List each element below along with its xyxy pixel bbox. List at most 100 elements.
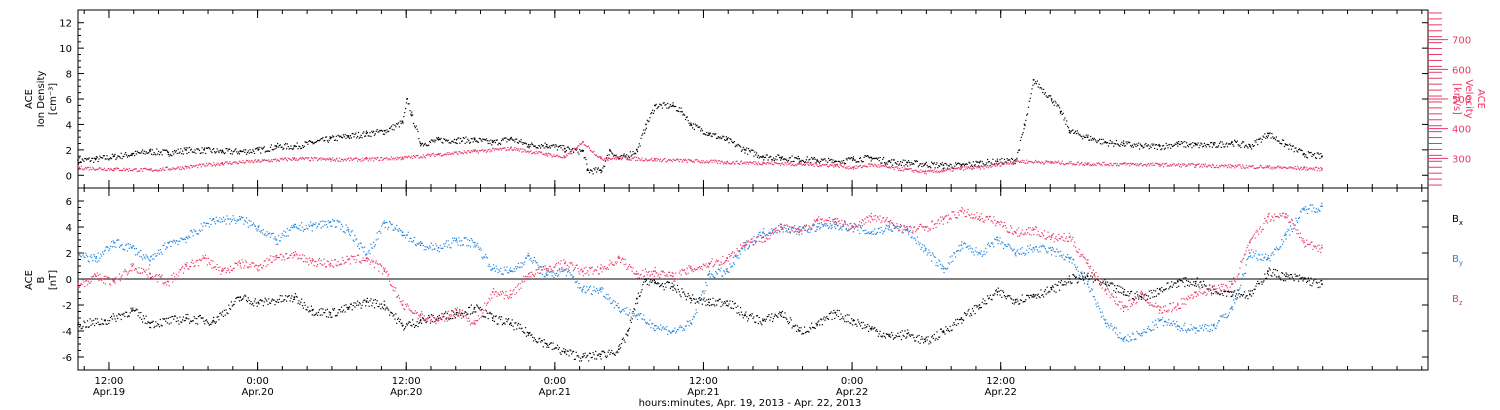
data-dot	[808, 159, 810, 161]
data-dot	[450, 318, 452, 320]
data-dot	[164, 169, 166, 171]
data-dot	[1050, 286, 1053, 289]
data-dot	[775, 162, 777, 164]
data-dot	[1288, 274, 1290, 276]
data-dot	[1072, 129, 1074, 131]
data-dot	[1249, 144, 1251, 146]
data-dot	[874, 327, 876, 329]
data-dot	[270, 144, 273, 146]
data-dot	[1120, 286, 1122, 288]
data-dot	[84, 167, 86, 170]
data-dot	[917, 341, 919, 343]
data-dot	[1216, 291, 1218, 293]
data-dot	[285, 235, 288, 237]
right-tick-label: 300	[1452, 154, 1471, 165]
data-dot	[498, 142, 500, 144]
data-dot	[985, 163, 987, 166]
data-dot	[1070, 160, 1072, 163]
data-dot	[661, 283, 663, 285]
data-dot	[1261, 283, 1263, 285]
data-dot	[80, 165, 82, 167]
data-dot	[558, 155, 560, 157]
data-dot	[299, 146, 301, 148]
data-dot	[426, 145, 428, 147]
data-dot	[827, 161, 829, 163]
data-dot	[211, 165, 213, 167]
data-dot	[197, 148, 199, 150]
data-dot	[1226, 295, 1228, 297]
data-dot	[1100, 163, 1102, 165]
data-dot	[747, 148, 750, 150]
data-dot	[465, 136, 467, 138]
data-dot	[1248, 143, 1250, 145]
data-dot	[739, 145, 741, 147]
data-dot	[192, 165, 194, 167]
data-dot	[345, 159, 347, 162]
data-dot	[575, 351, 577, 353]
data-dot	[191, 151, 193, 153]
data-dot	[135, 248, 137, 250]
data-dot	[299, 224, 301, 227]
data-dot	[136, 254, 138, 256]
data-dot	[1018, 149, 1021, 151]
data-dot	[1131, 144, 1134, 146]
data-dot	[156, 325, 158, 327]
data-dot	[269, 232, 271, 234]
data-dot	[911, 334, 913, 336]
data-dot	[213, 151, 216, 153]
data-dot	[981, 160, 983, 163]
data-dot	[668, 106, 671, 108]
data-dot	[350, 231, 352, 233]
data-dot	[109, 320, 111, 322]
data-dot	[1043, 290, 1046, 293]
data-dot	[853, 166, 855, 168]
data-dot	[1225, 290, 1227, 292]
data-dot	[570, 153, 572, 155]
data-dot	[1303, 153, 1305, 156]
data-dot	[1158, 143, 1160, 146]
data-dot	[1076, 162, 1078, 164]
data-dot	[259, 230, 261, 233]
data-dot	[991, 163, 993, 165]
data-dot	[281, 295, 283, 297]
data-dot	[1241, 294, 1243, 296]
data-dot	[1254, 140, 1256, 142]
data-dot	[583, 355, 585, 357]
data-dot	[190, 320, 193, 323]
data-dot	[1042, 161, 1044, 164]
data-dot	[263, 301, 265, 303]
data-point	[996, 160, 999, 163]
data-dot	[130, 246, 132, 248]
data-dot	[969, 168, 971, 170]
data-dot	[807, 330, 809, 333]
data-dot	[623, 339, 625, 341]
data-dot	[550, 342, 552, 344]
data-dot	[347, 136, 349, 138]
data-dot	[352, 158, 354, 160]
data-dot	[323, 158, 325, 160]
data-dot	[1122, 162, 1125, 164]
data-dot	[99, 155, 101, 157]
data-dot	[725, 163, 727, 165]
data-dot	[1011, 298, 1013, 300]
data-dot	[417, 130, 419, 133]
data-dot	[294, 145, 297, 147]
data-dot	[439, 139, 441, 141]
data-dot	[1115, 288, 1118, 290]
data-dot	[213, 316, 215, 318]
data-dot	[1270, 274, 1272, 277]
data-dot	[888, 159, 890, 162]
data-dot	[125, 151, 127, 154]
data-dot	[104, 158, 106, 160]
data-point	[672, 285, 674, 288]
data-dot	[922, 338, 924, 340]
data-dot	[792, 163, 794, 165]
data-dot	[746, 147, 748, 149]
data-dot	[555, 155, 557, 157]
data-dot	[1279, 142, 1281, 144]
data-dot	[1190, 143, 1192, 145]
data-dot	[182, 238, 185, 240]
data-dot	[537, 147, 539, 149]
data-dot	[885, 162, 887, 164]
data-dot	[1058, 289, 1061, 291]
